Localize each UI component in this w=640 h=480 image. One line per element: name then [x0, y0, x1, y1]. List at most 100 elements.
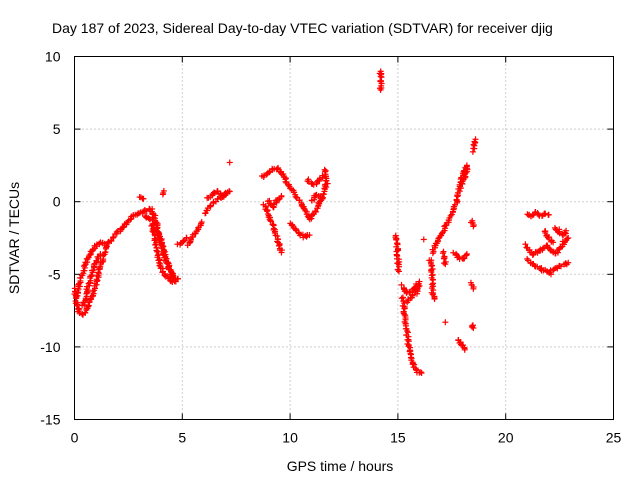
grid-lines	[74, 56, 614, 420]
data-point	[550, 239, 557, 246]
data-point	[76, 280, 83, 287]
y-axis-label: SDTVAR / TECUs	[6, 182, 22, 294]
data-point	[442, 319, 449, 326]
data-point	[85, 302, 92, 309]
data-point	[155, 251, 162, 258]
data-point	[183, 235, 190, 241]
data-point	[156, 262, 163, 269]
data-point	[171, 276, 178, 283]
data-point	[469, 324, 476, 331]
data-point	[377, 86, 384, 93]
data-point	[461, 346, 468, 353]
y-tick-label: -5	[48, 266, 61, 282]
data-point	[563, 227, 570, 234]
data-point	[547, 271, 554, 278]
data-point	[306, 232, 313, 239]
data-point	[275, 242, 282, 249]
data-point	[148, 222, 155, 229]
data-point	[415, 283, 422, 290]
data-point	[186, 239, 193, 246]
data-point	[557, 263, 564, 270]
data-point	[442, 261, 449, 268]
data-point	[463, 250, 470, 257]
data-point	[267, 218, 274, 225]
data-point	[159, 191, 166, 198]
data-point	[470, 325, 477, 332]
data-point	[522, 241, 529, 248]
data-point	[403, 289, 410, 296]
data-point	[161, 272, 168, 279]
data-point	[292, 226, 299, 233]
y-tick-label: 5	[53, 121, 61, 137]
data-point	[441, 260, 448, 267]
data-point	[398, 281, 405, 288]
data-point	[418, 370, 425, 377]
data-point	[214, 195, 221, 202]
data-point	[226, 159, 233, 166]
data-point	[323, 184, 330, 191]
data-point	[401, 311, 408, 318]
data-point	[420, 236, 427, 243]
data-point	[447, 212, 454, 219]
data-point	[264, 208, 271, 215]
data-point	[297, 232, 304, 239]
data-point	[99, 258, 106, 265]
data-point	[439, 250, 446, 257]
y-tick-label: 0	[53, 194, 61, 210]
data-point	[224, 189, 231, 196]
data-point	[278, 192, 285, 199]
data-point	[547, 246, 554, 253]
data-point	[113, 229, 120, 236]
data-point	[152, 241, 159, 248]
y-tick-label: 10	[45, 49, 61, 65]
data-point	[470, 285, 477, 292]
data-point	[542, 210, 549, 217]
data-point	[310, 181, 317, 188]
data-point	[140, 195, 147, 202]
chart-title: Day 187 of 2023, Sidereal Day-to-day VTE…	[52, 20, 553, 36]
data-point	[395, 268, 402, 275]
data-point	[322, 167, 329, 174]
data-point	[97, 250, 104, 257]
data-point	[198, 219, 205, 226]
data-point	[431, 295, 438, 302]
data-point	[81, 262, 88, 269]
data-point	[127, 216, 134, 223]
x-tick-label: 20	[498, 430, 514, 446]
data-point	[304, 178, 311, 185]
data-point	[545, 211, 552, 218]
x-tick-label: 0	[71, 430, 79, 446]
data-point	[82, 309, 89, 316]
data-point	[319, 195, 326, 202]
x-tick-label: 25	[606, 430, 622, 446]
data-point	[266, 169, 273, 176]
x-tick-label: 10	[282, 430, 298, 446]
data-point	[565, 259, 572, 266]
data-point	[292, 193, 299, 200]
data-point	[470, 223, 477, 230]
data-point	[416, 282, 423, 289]
y-tick-label: -10	[40, 339, 60, 355]
data-point	[472, 136, 479, 143]
data-point	[282, 178, 289, 185]
data-point	[293, 194, 300, 201]
data-point	[319, 172, 326, 179]
axis-ticks: 0 5 10 15 20 25 -15 -10 -5 0 5 10	[40, 49, 621, 446]
data-point	[404, 328, 411, 335]
data-point	[146, 216, 153, 223]
data-point	[440, 248, 447, 255]
data-point	[313, 208, 320, 215]
data-point	[309, 211, 316, 218]
data-point	[394, 266, 401, 273]
data-point	[289, 221, 296, 228]
data-point	[150, 214, 157, 221]
data-point	[321, 166, 328, 173]
data-point	[110, 234, 117, 241]
plot-frame	[74, 56, 614, 420]
data-point	[417, 369, 424, 376]
data-point	[174, 275, 181, 282]
x-axis-label: GPS time / hours	[287, 458, 394, 474]
data-point	[73, 294, 80, 301]
data-point	[164, 274, 171, 281]
data-point	[393, 236, 400, 243]
